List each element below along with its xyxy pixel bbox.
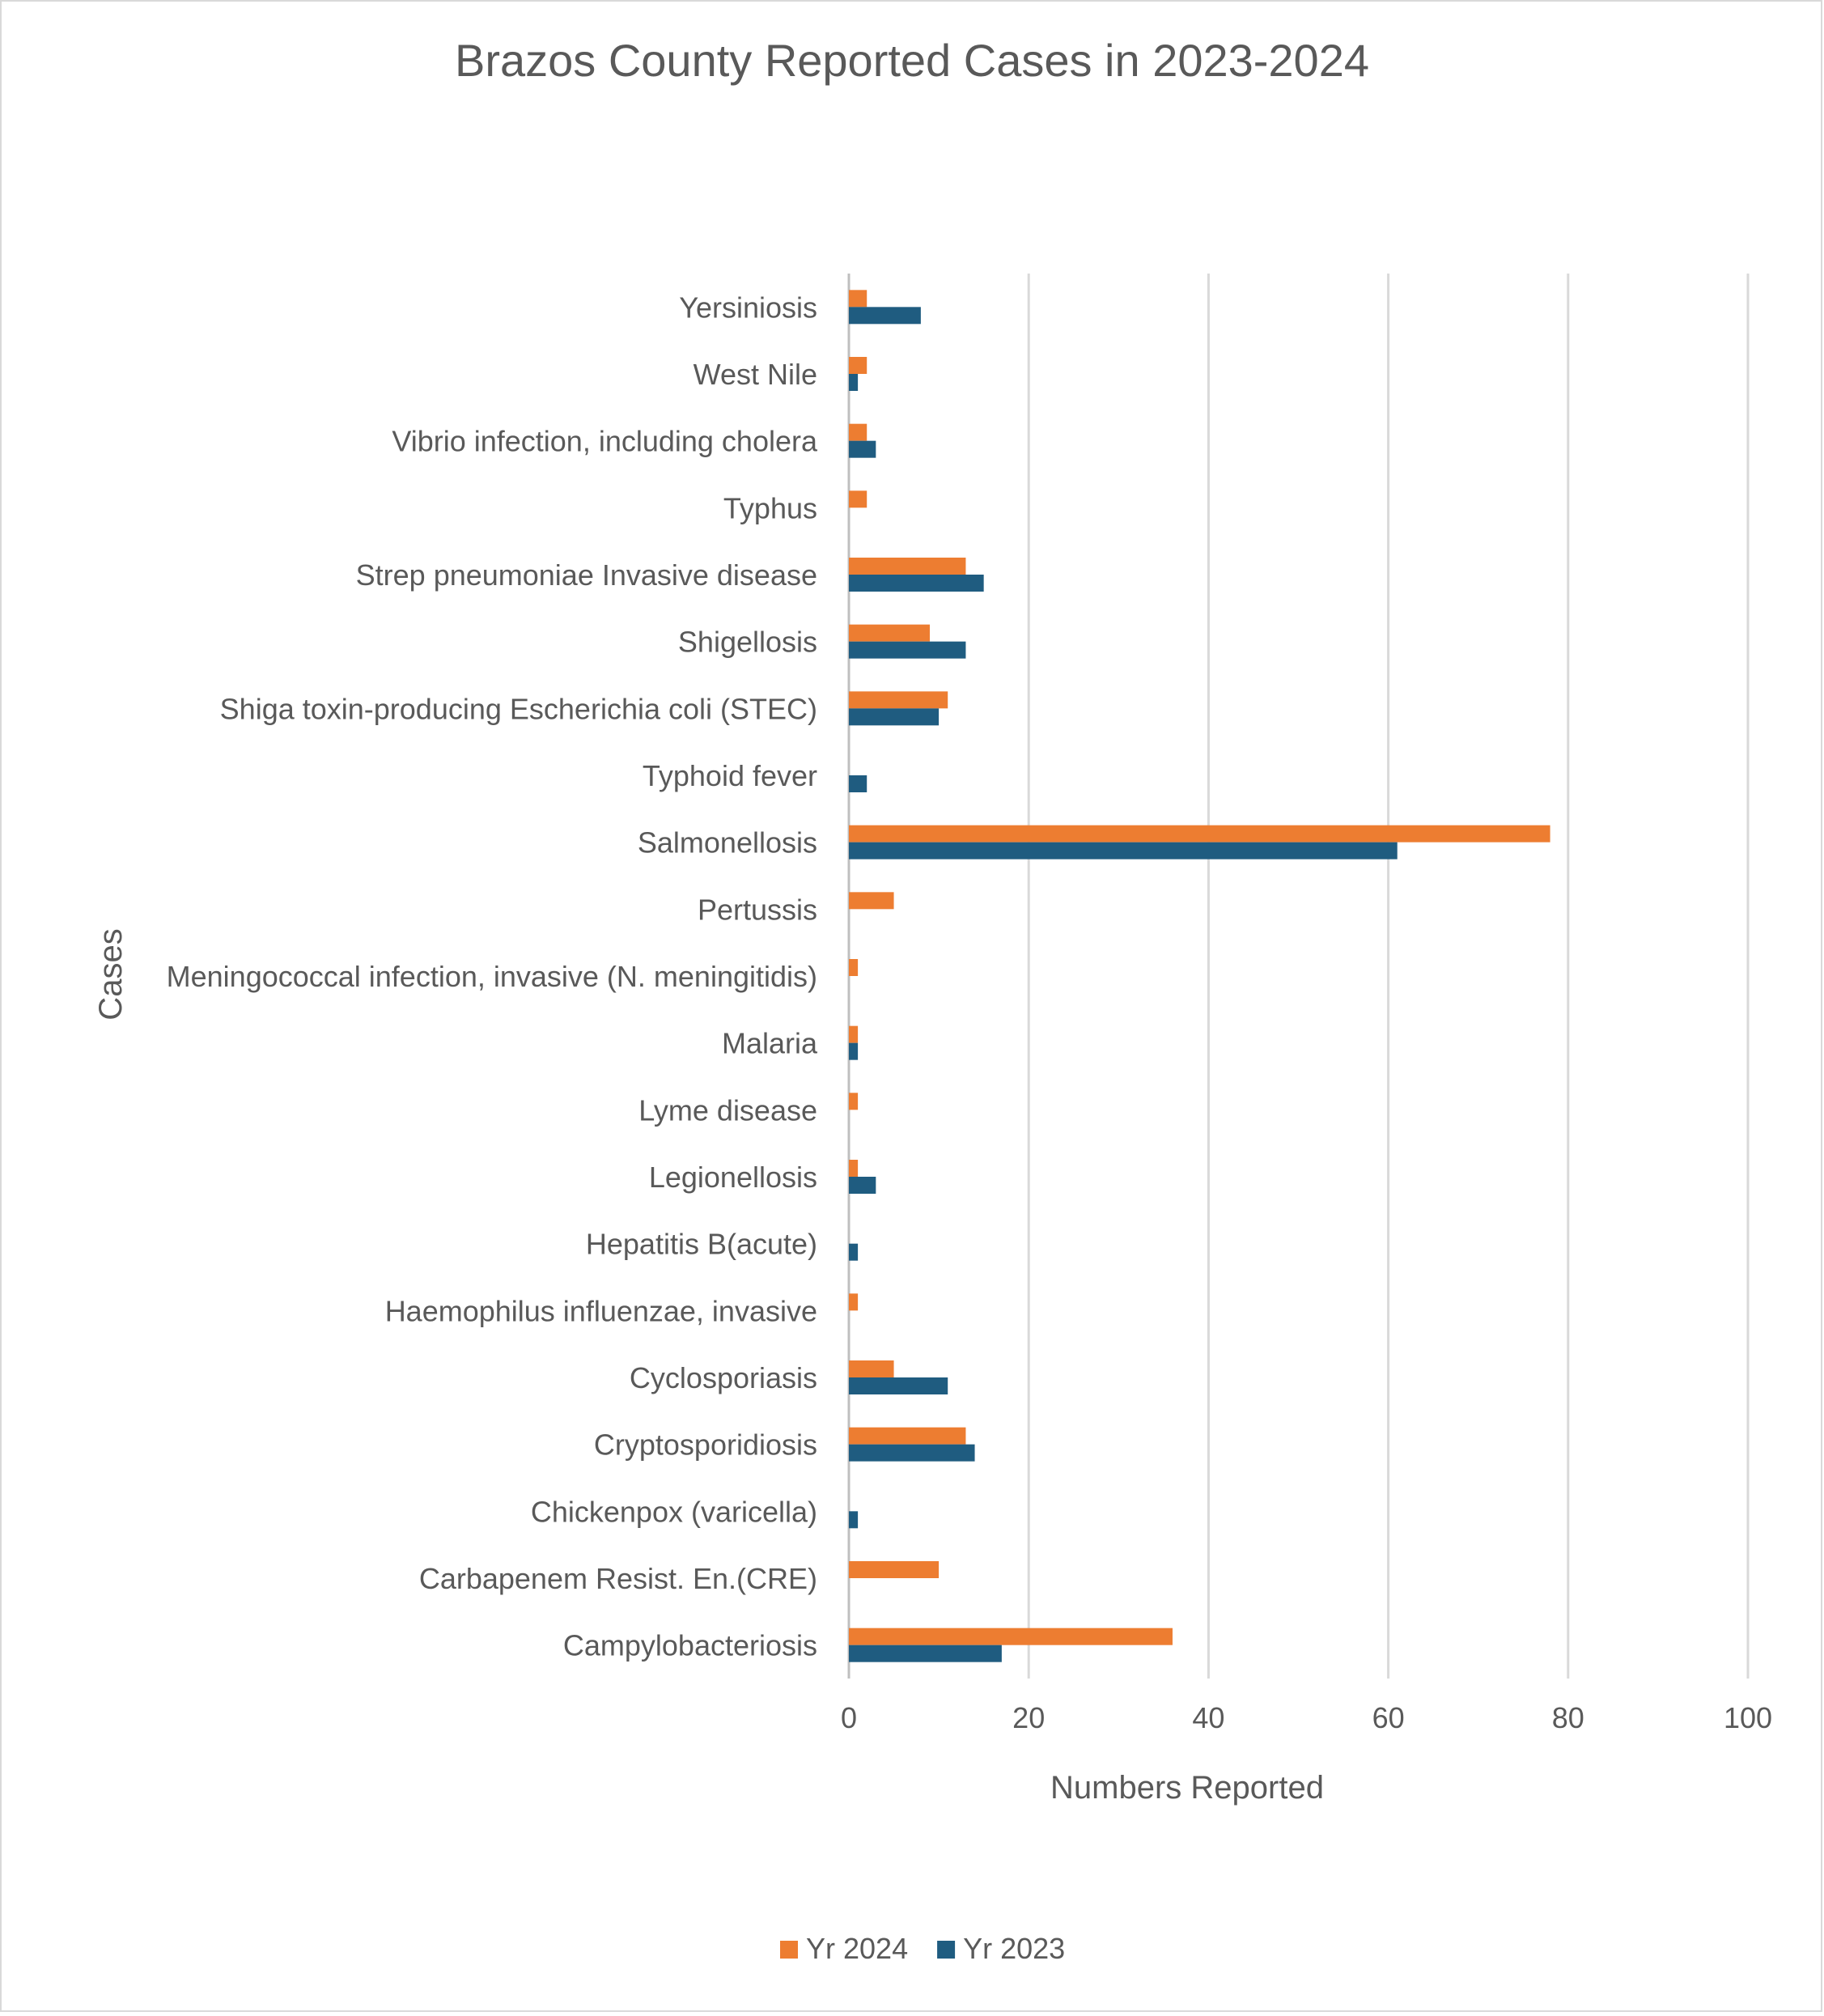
category-label: Haemophilus influenzae, invasive	[385, 1294, 817, 1327]
bar-yr-2023	[849, 1042, 859, 1060]
category-label: Strep pneumoniae Invasive disease	[356, 558, 817, 592]
category-label: Cyclosporiasis	[630, 1361, 817, 1394]
category-label: Salmonellosis	[638, 826, 817, 859]
category-label: Carbapenem Resist. En.(CRE)	[419, 1562, 817, 1595]
bar-yr-2024	[849, 1293, 859, 1311]
bar-yr-2024	[849, 1160, 859, 1177]
bar-yr-2024	[849, 490, 867, 508]
category-label: Meningococcal infection, invasive (N. me…	[167, 960, 817, 993]
category-label: Typhus	[723, 491, 817, 524]
category-label: Legionellosis	[649, 1161, 817, 1194]
bar-yr-2023	[849, 1511, 859, 1529]
bar-yr-2023	[849, 1377, 948, 1394]
category-label: Malaria	[722, 1027, 818, 1060]
legend: Yr 2024 Yr 2023	[780, 1932, 1065, 1965]
category-label: Shigellosis	[678, 626, 817, 659]
bar-yr-2023	[849, 1177, 876, 1194]
bar-yr-2023	[849, 1444, 975, 1462]
bar-yr-2023	[849, 775, 867, 792]
x-tick-label: 80	[1552, 1701, 1584, 1734]
bar-yr-2023	[849, 641, 966, 659]
category-label: Chickenpox (varicella)	[531, 1495, 817, 1528]
category-label: Cryptosporidiosis	[594, 1428, 817, 1462]
bar-yr-2024	[849, 1025, 859, 1043]
bars	[849, 290, 1550, 1662]
gridlines	[847, 274, 1750, 1679]
x-axis-title: Numbers Reported	[1050, 1770, 1324, 1806]
y-axis-title: Cases	[93, 928, 129, 1020]
bar-yr-2023	[849, 708, 940, 726]
category-label: Campylobacteriosis	[563, 1629, 817, 1662]
bar-yr-2023	[849, 842, 1398, 859]
bar-yr-2024	[849, 423, 867, 441]
bar-yr-2024	[849, 1628, 1173, 1645]
bar-yr-2023	[849, 440, 876, 458]
bar-yr-2023	[849, 1243, 859, 1261]
bar-yr-2023	[849, 575, 984, 592]
legend-label: Yr 2024	[806, 1932, 908, 1965]
category-label: West Nile	[694, 358, 817, 391]
bar-yr-2024	[849, 624, 930, 642]
chart-title: Brazos County Reported Cases in 2023-202…	[455, 35, 1369, 86]
bar-yr-2024	[849, 892, 894, 910]
bar-yr-2023	[849, 1645, 1002, 1662]
category-label: Yersiniosis	[679, 291, 817, 324]
bar-yr-2023	[849, 307, 921, 325]
category-label: Typhoid fever	[643, 759, 817, 792]
category-labels: Yersiniosis West Nile Vibrio infection, in…	[167, 291, 818, 1662]
bar-yr-2024	[849, 290, 867, 308]
bar-yr-2024	[849, 825, 1550, 842]
bar-yr-2024	[849, 1360, 894, 1377]
bar-yr-2024	[849, 1093, 859, 1110]
x-tick-label: 20	[1012, 1701, 1045, 1734]
category-label: Hepatitis B(acute)	[586, 1228, 817, 1261]
bar-yr-2024	[849, 1427, 966, 1445]
bar-yr-2023	[849, 374, 859, 391]
legend-swatch	[937, 1941, 956, 1959]
x-tick-label: 100	[1724, 1701, 1772, 1734]
bar-yr-2024	[849, 357, 867, 374]
category-label: Vibrio infection, including cholera	[392, 425, 818, 458]
category-label: Shiga toxin-producing Escherichia coli (…	[220, 692, 817, 725]
bar-yr-2024	[849, 959, 859, 976]
bar-yr-2024	[849, 558, 966, 575]
x-tick-label: 40	[1192, 1701, 1224, 1734]
legend-swatch	[780, 1941, 798, 1959]
bar-yr-2024	[849, 1561, 940, 1578]
category-label: Pertussis	[698, 893, 817, 926]
x-tick-label: 0	[841, 1701, 857, 1734]
category-label: Lyme disease	[638, 1093, 817, 1127]
legend-label: Yr 2023	[963, 1932, 1065, 1965]
x-tick-label: 60	[1372, 1701, 1405, 1734]
bar-yr-2024	[849, 691, 948, 709]
x-tick-labels: 0 20 40 60 80 100	[841, 1701, 1772, 1734]
